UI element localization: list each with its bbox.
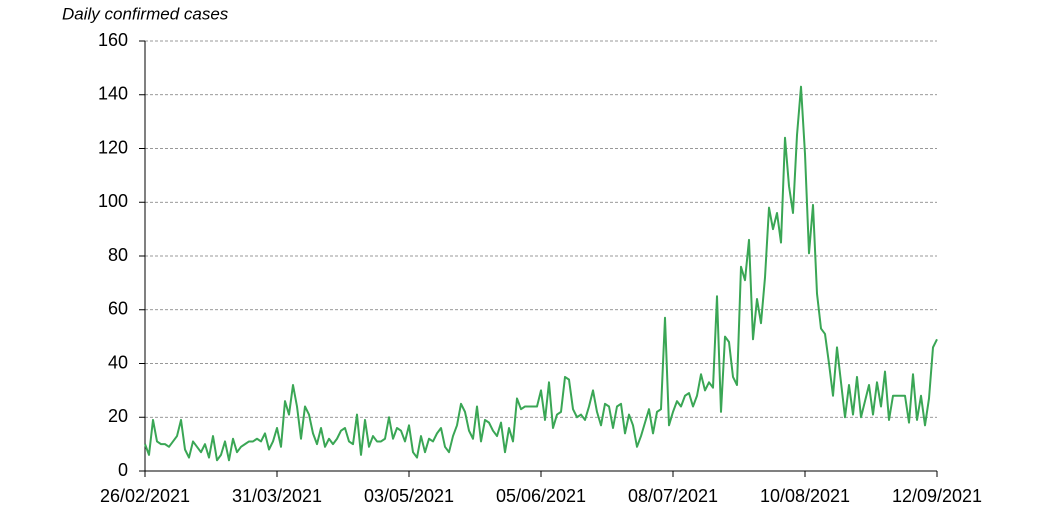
chart-title: Daily confirmed cases bbox=[62, 4, 229, 23]
y-tick-label: 20 bbox=[108, 406, 128, 426]
x-tick-label: 10/08/2021 bbox=[760, 486, 850, 506]
y-tick-label: 0 bbox=[118, 460, 128, 480]
y-tick-label: 120 bbox=[98, 137, 128, 157]
x-tick-label: 31/03/2021 bbox=[232, 486, 322, 506]
x-tick-label: 08/07/2021 bbox=[628, 486, 718, 506]
y-tick-label: 60 bbox=[108, 299, 128, 319]
x-tick-label: 05/06/2021 bbox=[496, 486, 586, 506]
y-tick-label: 80 bbox=[108, 245, 128, 265]
y-tick-label: 160 bbox=[98, 30, 128, 50]
y-tick-label: 40 bbox=[108, 352, 128, 372]
x-tick-label: 26/02/2021 bbox=[100, 486, 190, 506]
x-tick-label: 03/05/2021 bbox=[364, 486, 454, 506]
data-line bbox=[144, 85, 938, 462]
x-tick-label: 12/09/2021 bbox=[892, 486, 982, 506]
y-tick-label: 140 bbox=[98, 84, 128, 104]
y-tick-label: 100 bbox=[98, 191, 128, 211]
